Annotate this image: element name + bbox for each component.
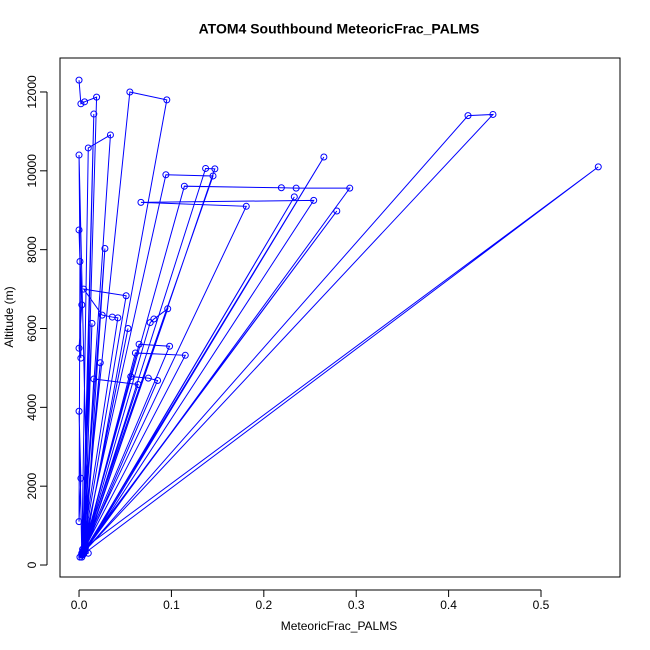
data-point (162, 171, 170, 179)
chart-title: ATOM4 Southbound MeteoricFrac_PALMS (199, 21, 480, 37)
data-point (164, 305, 172, 313)
data-point (81, 98, 89, 106)
y-tick-label: 2000 (25, 473, 39, 500)
data-point (144, 374, 152, 382)
y-tick-label: 6000 (25, 315, 39, 342)
data-point (346, 184, 354, 192)
data-point (77, 474, 85, 482)
data-point (75, 407, 83, 415)
data-point (137, 198, 145, 206)
data-point (166, 342, 174, 350)
data-point (290, 193, 298, 201)
data-point (78, 551, 86, 559)
x-tick-label: 0.3 (348, 598, 365, 612)
data-point (124, 324, 132, 332)
y-tick-label: 0 (25, 561, 39, 568)
data-point (211, 165, 219, 173)
data-point (163, 96, 171, 104)
x-axis-title: MeteoricFrac_PALMS (281, 619, 397, 633)
data-point (76, 553, 84, 561)
data-point (75, 226, 83, 234)
data-point (242, 202, 250, 210)
data-point (77, 354, 85, 362)
data-point (135, 340, 143, 348)
data-point (464, 112, 472, 120)
y-tick-label: 12000 (25, 75, 39, 109)
plot-frame (59, 57, 621, 578)
data-point (127, 373, 135, 381)
data-point (292, 184, 300, 192)
x-tick-label: 0.1 (163, 598, 180, 612)
data-point (202, 164, 210, 172)
data-point (134, 380, 142, 388)
data-point (75, 76, 83, 84)
data-point (96, 359, 104, 367)
x-tick-label: 0.5 (533, 598, 550, 612)
data-point (76, 257, 84, 265)
y-tick-label: 4000 (25, 394, 39, 421)
data-point (101, 244, 109, 252)
data-point (78, 301, 86, 309)
data-point (181, 351, 189, 359)
data-point (320, 153, 328, 161)
data-point (90, 375, 98, 383)
data-point (84, 549, 92, 557)
data-point (594, 163, 602, 171)
data-point (77, 100, 85, 108)
data-point (88, 319, 96, 327)
data-point (98, 311, 106, 319)
data-point (106, 131, 114, 139)
data-point (209, 172, 217, 180)
data-point (75, 151, 83, 159)
data-point (80, 285, 88, 293)
y-tick-label: 8000 (25, 236, 39, 263)
x-tick-label: 0.4 (440, 598, 457, 612)
data-point (126, 88, 134, 96)
data-point (489, 110, 497, 118)
x-tick-label: 0.0 (71, 598, 88, 612)
data-point (180, 182, 188, 190)
data-point (146, 319, 154, 327)
data-point (114, 314, 122, 322)
data-point (75, 344, 83, 352)
data-point (310, 196, 318, 204)
data-point (93, 93, 101, 101)
data-point (90, 110, 98, 118)
data-point (122, 292, 130, 300)
data-point (154, 377, 162, 385)
y-tick-label: 10000 (25, 154, 39, 188)
data-point (150, 315, 158, 323)
y-axis-title: Altitude (m) (2, 286, 16, 347)
data-point (333, 207, 341, 215)
data-point (75, 518, 83, 526)
x-tick-label: 0.2 (255, 598, 272, 612)
data-point (131, 349, 139, 357)
data-point (277, 184, 285, 192)
data-point (84, 144, 92, 152)
